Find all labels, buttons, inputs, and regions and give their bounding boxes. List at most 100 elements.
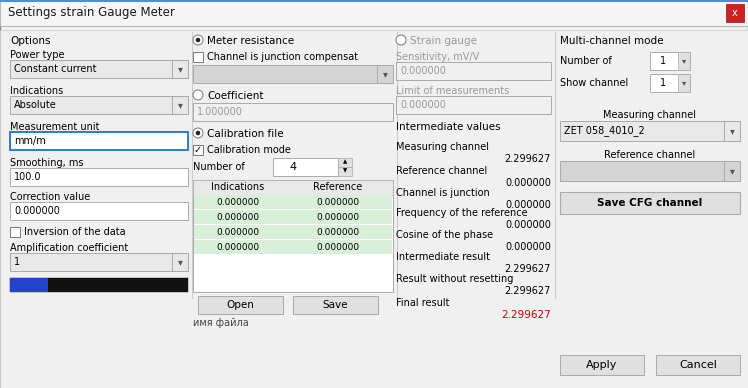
Bar (193, 65, 393, 83)
Text: Indications: Indications (10, 86, 64, 96)
Bar (293, 296, 378, 314)
Text: 0.000000: 0.000000 (216, 213, 260, 222)
Text: 0.000000: 0.000000 (216, 228, 260, 237)
Bar (10, 253, 188, 271)
Bar (560, 192, 740, 214)
Text: ▾: ▾ (382, 69, 387, 79)
Circle shape (196, 131, 200, 135)
Text: Intermediate values: Intermediate values (396, 122, 500, 132)
Bar (396, 96, 551, 114)
Bar (10, 168, 188, 186)
Text: ▾: ▾ (177, 257, 183, 267)
Text: имя файла: имя файла (193, 318, 249, 328)
Bar (10, 132, 188, 150)
Bar (172, 253, 188, 271)
Circle shape (193, 128, 203, 138)
Text: Limit of measurements: Limit of measurements (396, 86, 509, 96)
Bar (678, 74, 690, 92)
Text: 0.000000: 0.000000 (316, 243, 360, 252)
Text: Sensitivity, mV/V: Sensitivity, mV/V (396, 52, 479, 62)
Text: 0.000000: 0.000000 (400, 100, 446, 110)
Text: Absolute: Absolute (14, 100, 57, 110)
Bar (678, 52, 690, 70)
Text: Coefficient: Coefficient (207, 91, 263, 101)
Bar (193, 180, 393, 292)
Text: Calibration mode: Calibration mode (207, 145, 291, 155)
Text: Inversion of the data: Inversion of the data (24, 227, 126, 237)
Text: ▾: ▾ (682, 57, 686, 66)
Bar (172, 60, 188, 78)
Text: 1: 1 (660, 56, 666, 66)
Text: Reference channel: Reference channel (396, 166, 487, 176)
Text: x: x (732, 8, 738, 18)
Text: 0.000000: 0.000000 (216, 243, 260, 252)
Bar (194, 240, 392, 254)
Text: 2.299627: 2.299627 (505, 154, 551, 164)
Text: Cosine of the phase: Cosine of the phase (396, 230, 493, 240)
Text: 2.299627: 2.299627 (505, 264, 551, 274)
Text: Apply: Apply (586, 360, 618, 370)
Text: ▾: ▾ (177, 64, 183, 74)
Bar (396, 62, 551, 80)
Bar (10, 227, 20, 237)
Text: Constant current: Constant current (14, 64, 96, 74)
Text: 0.000000: 0.000000 (216, 198, 260, 207)
Text: 2.299627: 2.299627 (501, 310, 551, 320)
Text: Multi-channel mode: Multi-channel mode (560, 36, 663, 46)
Text: Number of: Number of (193, 162, 245, 172)
Bar (172, 96, 188, 114)
Text: Options: Options (10, 36, 51, 46)
Text: 0.000000: 0.000000 (505, 200, 551, 210)
Text: Settings strain Gauge Meter: Settings strain Gauge Meter (8, 6, 175, 19)
Bar (650, 52, 690, 70)
Text: ✓: ✓ (194, 145, 202, 155)
Text: Correction value: Correction value (10, 192, 91, 202)
Text: Cancel: Cancel (679, 360, 717, 370)
Bar (194, 225, 392, 239)
Text: 0.000000: 0.000000 (505, 220, 551, 230)
Circle shape (396, 35, 406, 45)
Bar (726, 4, 744, 22)
Bar (724, 121, 740, 141)
Text: 100.0: 100.0 (14, 172, 41, 182)
Bar (338, 158, 352, 167)
Text: 1.000000: 1.000000 (197, 107, 243, 117)
Text: Indications: Indications (212, 182, 265, 192)
Text: Smoothing, ms: Smoothing, ms (10, 158, 84, 168)
Text: Save: Save (322, 300, 349, 310)
Text: Result without resetting: Result without resetting (396, 274, 513, 284)
Text: Channel is junction compensat: Channel is junction compensat (207, 52, 358, 62)
Text: Meter resistance: Meter resistance (207, 36, 294, 46)
Text: Reference: Reference (313, 182, 363, 192)
Text: 1: 1 (660, 78, 666, 88)
Text: Number of: Number of (560, 56, 612, 66)
Text: ▾: ▾ (682, 78, 686, 88)
Text: 4: 4 (289, 162, 296, 172)
Bar (193, 52, 203, 62)
Text: 0.000000: 0.000000 (505, 178, 551, 188)
Text: Power type: Power type (10, 50, 64, 60)
Circle shape (196, 38, 200, 42)
Text: Reference channel: Reference channel (604, 150, 696, 160)
Text: Strain gauge: Strain gauge (410, 36, 477, 46)
Text: Measurement unit: Measurement unit (10, 122, 99, 132)
Text: Show channel: Show channel (560, 78, 628, 88)
Circle shape (193, 35, 203, 45)
Bar (560, 355, 644, 375)
Text: Measuring channel: Measuring channel (396, 142, 489, 152)
Text: 2.299627: 2.299627 (505, 286, 551, 296)
Bar (560, 161, 740, 181)
Text: ▲: ▲ (343, 159, 347, 165)
Bar (10, 202, 188, 220)
Bar (193, 180, 393, 195)
Text: Open: Open (227, 300, 254, 310)
Text: 0.000000: 0.000000 (316, 198, 360, 207)
Bar (10, 278, 188, 292)
Bar (194, 195, 392, 209)
Text: 0.000000: 0.000000 (316, 228, 360, 237)
Bar (377, 65, 393, 83)
Text: ▾: ▾ (729, 166, 735, 176)
Text: Channel is junction: Channel is junction (396, 188, 490, 198)
Bar (0, 0, 748, 26)
Text: 0.000000: 0.000000 (400, 66, 446, 76)
